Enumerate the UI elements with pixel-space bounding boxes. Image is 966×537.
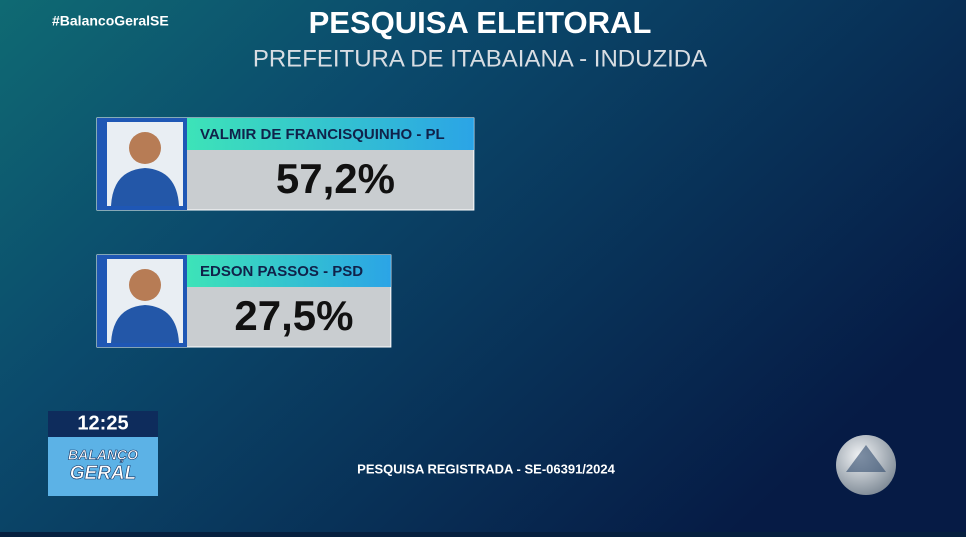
hashtag: #BalancoGeralSE [52, 13, 169, 29]
channel-logo-mark [846, 445, 886, 472]
photo-body [111, 168, 179, 206]
logo-box [48, 437, 158, 496]
logo-text: GERAL [70, 463, 137, 484]
chart-title: PESQUISA ELEITORAL [309, 5, 652, 40]
clock-box [48, 411, 158, 437]
photo-body [111, 305, 179, 343]
bar-header [187, 118, 474, 150]
photo-head [129, 269, 161, 301]
bar-header [187, 255, 391, 287]
value-label: 27,5% [234, 292, 353, 339]
candidate-name: VALMIR DE FRANCISQUINHO - PL [200, 126, 445, 143]
chart-subtitle: PREFEITURA DE ITABAIANA - INDUZIDA [253, 45, 707, 72]
candidate-name: EDSON PASSOS - PSD [200, 263, 363, 280]
footnote: PESQUISA REGISTRADA - SE-06391/2024 [357, 461, 615, 476]
logo-text: BALANÇO [68, 447, 138, 463]
photo-head [129, 132, 161, 164]
clock: 12:25 [77, 412, 128, 434]
value-label: 57,2% [276, 155, 395, 202]
